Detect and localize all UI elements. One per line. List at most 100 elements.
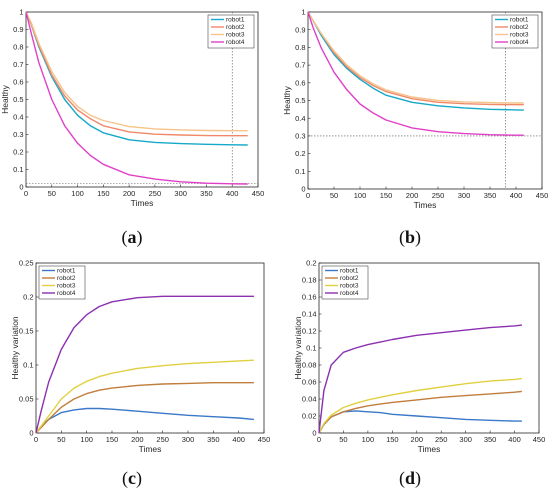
y-tick-label: 1 [19, 8, 23, 17]
legend-label-robot1: robot1 [340, 268, 359, 275]
y-tick-label: 0.6 [13, 78, 23, 87]
series-line-robot1 [307, 11, 524, 111]
x-tick-label: 300 [182, 435, 195, 444]
series-line-robot4 [35, 295, 254, 434]
chart-panel-b: 0 50 100 150 200 250 300 350 400 450 0 0.1 0.2 0.3 0.4… [282, 8, 548, 248]
y-tick-label: 0.2 [23, 293, 33, 302]
chart-panel-a: 0 50 100 150 200 250 300 350 400 450 0 0.1 0.2 0.3 0.4… [0, 8, 264, 248]
x-axis-label: Times [139, 444, 162, 454]
x-tick-label: 300 [459, 435, 472, 444]
y-tick-label: 0.15 [19, 327, 34, 336]
x-axis-label: Times [418, 444, 441, 454]
x-tick-label: 150 [380, 191, 393, 200]
y-axis-label: Healthy [282, 85, 292, 115]
y-tick-label: 0.9 [13, 25, 23, 34]
x-tick-label: 0 [34, 435, 38, 444]
y-axis-label: Healthy [0, 84, 10, 114]
x-tick-label: 400 [226, 189, 239, 198]
legend-label-robot3: robot3 [510, 32, 529, 39]
series-line-robot4 [318, 324, 522, 434]
series-line-robot2 [318, 390, 522, 434]
y-tick-label: 0.18 [302, 276, 317, 285]
y-tick-label: 0.08 [302, 361, 317, 370]
x-tick-label: 100 [80, 435, 93, 444]
x-tick-label: 150 [106, 435, 119, 444]
legend-label-robot4: robot4 [226, 39, 245, 46]
legend-label-robot1: robot1 [510, 17, 529, 24]
x-tick-label: 350 [200, 189, 213, 198]
legend-label-robot1: robot1 [226, 17, 245, 24]
y-tick-label: 0.4 [13, 113, 23, 122]
legend-label-robot4: robot4 [340, 290, 359, 297]
x-tick-label: 350 [207, 435, 220, 444]
y-tick-label: 0 [29, 429, 33, 438]
x-tick-label: 350 [484, 435, 497, 444]
y-tick-label: 0.8 [13, 43, 23, 52]
y-axis-label: Healthy variation [293, 316, 303, 380]
x-tick-label: 100 [354, 191, 367, 200]
x-tick-label: 100 [71, 189, 84, 198]
legend-label-robot3: robot3 [57, 283, 76, 290]
x-tick-label: 0 [24, 189, 28, 198]
series-line-robot4 [25, 11, 248, 185]
legend-label-robot3: robot3 [226, 32, 245, 39]
x-tick-label: 250 [156, 435, 169, 444]
y-tick-label: 0.7 [13, 60, 23, 69]
y-tick-label: 0.16 [302, 293, 317, 302]
y-tick-label: 0.4 [295, 114, 305, 123]
y-tick-label: 0.06 [302, 378, 317, 387]
y-tick-label: 0.1 [23, 361, 33, 370]
y-tick-label: 0.1 [295, 167, 305, 176]
x-tick-label: 400 [232, 435, 245, 444]
y-tick-label: 0.9 [295, 25, 305, 34]
y-tick-label: 0.12 [302, 327, 317, 336]
panel-caption: (a) [122, 227, 143, 248]
legend-label-robot2: robot2 [340, 275, 359, 282]
x-tick-label: 100 [362, 435, 375, 444]
y-axis-label: Healthy variation [10, 316, 20, 380]
legend-label-robot2: robot2 [226, 24, 245, 31]
x-tick-label: 200 [406, 191, 419, 200]
x-tick-label: 450 [252, 189, 265, 198]
y-tick-label: 0 [19, 183, 23, 192]
y-tick-label: 0.2 [295, 149, 305, 158]
x-tick-label: 300 [458, 191, 471, 200]
x-tick-label: 300 [174, 189, 187, 198]
chart-panel-d: 0 50 100 150 200 250 300 350 400 450 0 0.02 0.04 0.06… [293, 259, 545, 489]
x-tick-label: 350 [484, 191, 497, 200]
x-tick-label: 250 [435, 435, 448, 444]
legend-label-robot2: robot2 [510, 24, 529, 31]
x-tick-label: 200 [131, 435, 144, 444]
x-tick-label: 50 [339, 435, 347, 444]
x-tick-label: 200 [411, 435, 424, 444]
legend-label-robot1: robot1 [57, 268, 76, 275]
x-tick-label: 200 [123, 189, 136, 198]
y-tick-label: 0.1 [13, 165, 23, 174]
y-tick-label: 0 [312, 429, 316, 438]
series-line-robot3 [318, 377, 522, 434]
x-tick-label: 250 [149, 189, 162, 198]
panel-caption: (b) [399, 227, 421, 248]
x-tick-label: 50 [57, 435, 65, 444]
x-tick-label: 50 [48, 189, 56, 198]
x-axis-label: Times [131, 198, 154, 208]
legend-label-robot4: robot4 [510, 39, 529, 46]
x-tick-label: 450 [258, 435, 271, 444]
panel-caption: (c) [122, 468, 142, 489]
y-tick-label: 0.2 [13, 148, 23, 157]
y-tick-label: 0.3 [13, 130, 23, 139]
y-tick-label: 0.5 [295, 96, 305, 105]
x-tick-label: 0 [306, 191, 310, 200]
x-tick-label: 450 [533, 435, 546, 444]
x-axis-label: Times [414, 200, 437, 210]
y-tick-label: 0.8 [295, 43, 305, 52]
y-tick-label: 0.05 [19, 395, 34, 404]
x-tick-label: 400 [510, 191, 523, 200]
series-line-robot2 [35, 382, 254, 434]
y-tick-label: 1 [301, 8, 305, 17]
